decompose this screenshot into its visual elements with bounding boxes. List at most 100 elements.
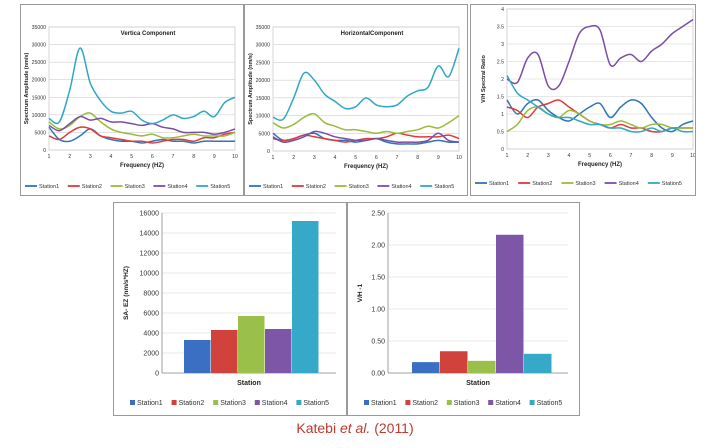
- y-tick-label: 0.50: [371, 339, 385, 346]
- legend-swatch: [364, 400, 369, 405]
- chart-title: Vertica Component: [121, 31, 176, 37]
- series-line-station4: [272, 130, 460, 143]
- y-tick-label: 3: [501, 42, 504, 48]
- chart-title: HorizontalComponent: [341, 31, 404, 37]
- x-tick-label: 9: [437, 155, 440, 161]
- y-tick-label: 15000: [256, 96, 271, 102]
- y-tick-label: 25000: [256, 60, 271, 66]
- y-tick-label: 1: [501, 112, 504, 118]
- x-tick-label: 2: [526, 153, 529, 159]
- x-axis-label: Station: [466, 380, 490, 387]
- x-tick-label: 3: [313, 155, 316, 161]
- citation-etal: et al.: [339, 420, 371, 436]
- y-tick-label: 10000: [32, 113, 47, 119]
- legend-label: Station1: [489, 181, 509, 187]
- chart-svg: 0 5000 10000 15000 20000 25000 30000 35000 1 2 3 4 5…: [248, 25, 462, 190]
- citation-year: (2011): [374, 420, 414, 436]
- y-tick-label: 35000: [256, 25, 271, 31]
- legend-swatch: [296, 400, 302, 405]
- y-tick-label: 2.5: [497, 60, 504, 66]
- chart-svg: 0.00 0.50 1.00 1.50 2.00 2.50 Station V/H -1 Sta…: [357, 211, 568, 407]
- legend-label: Station3: [220, 400, 246, 407]
- chart-svg: 0 2000 4000 6000 8000 10000 12000 14000 16000 Sta…: [123, 211, 336, 407]
- series-line-station2: [272, 132, 460, 143]
- legend-label: Station2: [532, 181, 552, 187]
- x-tick-label: 3: [89, 154, 92, 160]
- legend-label: Station1: [39, 184, 59, 190]
- x-tick-label: 5: [588, 153, 591, 159]
- x-tick-label: 3: [547, 153, 550, 159]
- legend-swatch: [488, 400, 494, 405]
- vh-minus-one-bar-chart: 0.00 0.50 1.00 1.50 2.00 2.50 Station V/H -1 Sta…: [347, 202, 580, 416]
- y-axis-label: Spectrum Amplitude (nm/s): [248, 53, 254, 125]
- y-tick-label: 30000: [256, 43, 271, 49]
- x-axis-label: Frequency (HZ): [344, 164, 388, 170]
- legend-label: Station2: [412, 400, 438, 407]
- y-axis-label: Spectrum Amplitude (nm/s): [24, 53, 30, 125]
- x-tick-label: 9: [213, 154, 216, 160]
- series-line-station1: [48, 126, 235, 144]
- bar-station4: [265, 329, 292, 373]
- horizontal-component-chart: 0 5000 10000 15000 20000 25000 30000 35000 1 2 3 4 5…: [244, 4, 468, 196]
- x-tick-label: 4: [568, 153, 571, 159]
- y-tick-label: 1.50: [371, 275, 385, 282]
- y-axis-label: SA- EZ (nm/s*HZ): [123, 266, 130, 320]
- vh-spectral-ratio-chart: 0 0.5 1 1.5 2 2.5 3 3.5 4 1 2 3 4 5 6 7 8 9 10 Frequency (H…: [470, 4, 696, 196]
- y-tick-label: 3.5: [497, 25, 504, 31]
- legend-label: Station2: [82, 184, 102, 190]
- legend-label: Station2: [306, 184, 326, 190]
- citation: Katebi et al. (2011): [0, 420, 710, 436]
- bar-station1: [184, 340, 211, 373]
- sa-ez-bar-chart: 0 2000 4000 6000 8000 10000 12000 14000 16000 Sta…: [113, 202, 347, 416]
- y-tick-label: 0: [43, 148, 46, 154]
- legend-swatch: [405, 400, 411, 405]
- y-tick-label: 0: [155, 371, 159, 378]
- x-axis-label: Frequency (HZ): [120, 163, 164, 169]
- legend-label: Station5: [434, 184, 454, 190]
- y-tick-label: 12000: [140, 251, 160, 258]
- legend-label: Station5: [662, 181, 682, 187]
- legend-label: Station4: [495, 400, 521, 407]
- y-tick-label: 0: [501, 147, 504, 153]
- legend-label: Station5: [303, 400, 329, 407]
- legend-label: Station5: [210, 184, 230, 190]
- y-tick-label: 2.50: [371, 211, 385, 218]
- legend-label: Station1: [263, 184, 283, 190]
- series-line-station5: [506, 75, 694, 133]
- x-tick-label: 1: [506, 153, 509, 159]
- y-tick-label: 14000: [140, 231, 160, 238]
- bar-station2: [211, 330, 238, 373]
- y-tick-label: 2: [501, 77, 504, 83]
- series-line-station4: [48, 115, 236, 135]
- y-tick-label: 30000: [32, 43, 47, 49]
- legend-label: Station3: [349, 184, 369, 190]
- series-line-station5: [272, 48, 460, 121]
- y-tick-label: 4000: [143, 331, 159, 338]
- legend-swatch: [171, 400, 177, 405]
- legend-label: Station4: [262, 400, 288, 407]
- y-tick-label: 10000: [256, 114, 271, 120]
- legend-swatch: [254, 400, 260, 405]
- bar-station1: [412, 362, 440, 373]
- bar-station3: [238, 316, 265, 373]
- plot-area: [272, 26, 460, 152]
- y-tick-label: 2000: [143, 351, 159, 358]
- citation-author: Katebi: [296, 420, 337, 436]
- legend-swatch: [529, 400, 535, 405]
- legend-swatch: [130, 400, 135, 405]
- bar-station5: [292, 221, 319, 373]
- legend-label: Station5: [537, 400, 563, 407]
- x-tick-label: 8: [416, 155, 419, 161]
- x-tick-label: 5: [130, 154, 133, 160]
- x-tick-label: 1: [272, 155, 275, 161]
- legend-label: Station1: [137, 400, 163, 407]
- y-tick-label: 6000: [143, 311, 159, 318]
- x-tick-label: 7: [172, 154, 175, 160]
- x-tick-label: 10: [690, 153, 695, 159]
- series-line-station3: [272, 112, 460, 135]
- y-tick-label: 20000: [256, 78, 271, 84]
- x-tick-label: 7: [630, 153, 633, 159]
- y-tick-label: 16000: [140, 211, 160, 218]
- bar-station4: [496, 234, 524, 373]
- x-axis-label: Station: [237, 380, 261, 387]
